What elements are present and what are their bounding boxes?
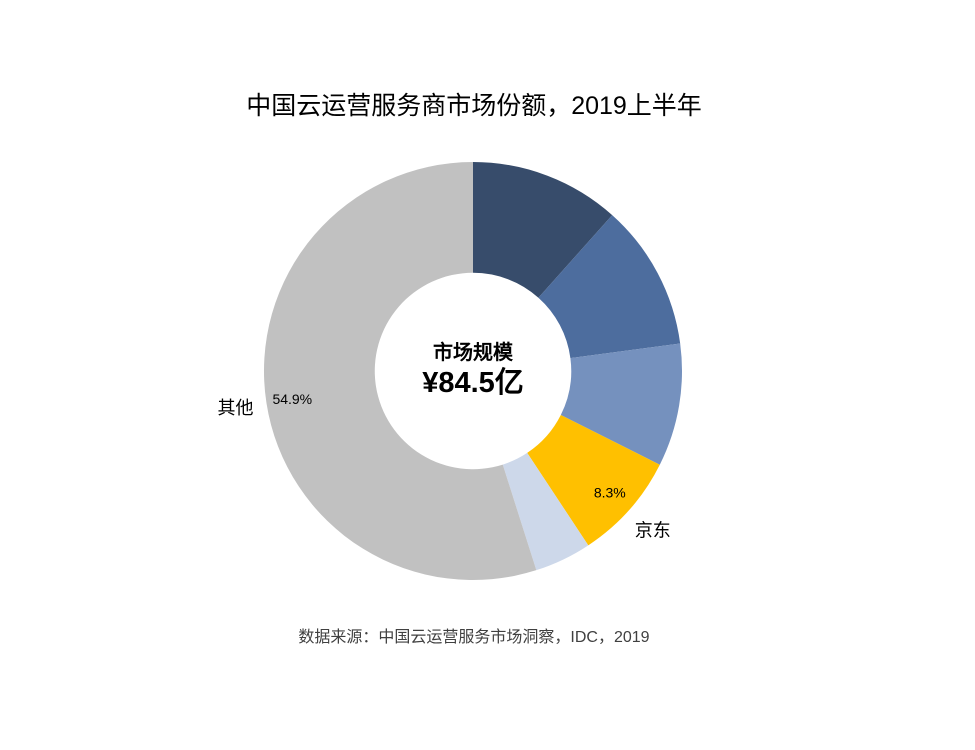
donut-slice-京东 — [527, 415, 660, 546]
donut-slice-unlabeled-1 — [538, 215, 681, 359]
donut-slice-unlabeled-0 — [473, 162, 613, 298]
slice-category-label-其他: 其他 — [217, 398, 253, 418]
donut-slice-unlabeled-4 — [502, 452, 589, 571]
slice-category-label-京东: 京东 — [635, 521, 671, 541]
donut-slice-其他 — [263, 161, 537, 580]
center-label-value: ¥84.5亿 — [422, 367, 524, 399]
slice-pct-label-京东: 8.3% — [594, 484, 626, 500]
slice-pct-label-其他: 54.9% — [272, 391, 312, 407]
center-label: 市场规模 ¥84.5亿 — [353, 340, 593, 400]
source-note: 数据来源：中国云运营服务市场洞察，IDC，2019 — [298, 629, 650, 646]
chart-title: 中国云运营服务商市场份额，2019上半年 — [246, 92, 702, 120]
donut-slice-unlabeled-2 — [560, 343, 682, 465]
center-label-title: 市场规模 — [433, 342, 513, 364]
